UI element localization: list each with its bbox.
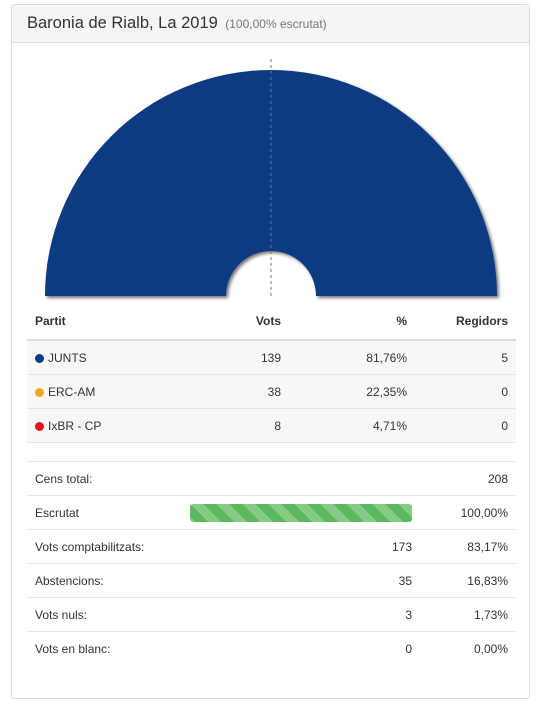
party-percent: 22,35% <box>289 374 415 409</box>
party-color-dot <box>35 421 44 431</box>
table-header-row: Partit Vots % Regidors <box>27 303 516 341</box>
table-row: IxBR - CP 8 4,71% 0 <box>27 408 516 443</box>
hemicycle-chart <box>45 59 497 296</box>
stat-percent: 100,00% <box>420 495 516 530</box>
col-party: Partit <box>27 303 193 341</box>
counted-progress-fill <box>190 503 412 522</box>
stat-value: 0 <box>174 631 420 665</box>
results-panel: Baronia de Rialb, La 2019 (100,00% escru… <box>11 4 530 699</box>
stat-percent: 83,17% <box>420 529 516 564</box>
party-seats: 0 <box>415 408 516 443</box>
party-percent: 4,71% <box>289 408 415 443</box>
stat-value: 35 <box>174 563 420 598</box>
party-color-dot <box>35 387 44 397</box>
page-subtitle: (100,00% escrutat) <box>225 17 327 31</box>
party-votes: 8 <box>193 408 289 443</box>
stat-percent: 1,73% <box>420 597 516 632</box>
party-name: ERC-AM <box>48 384 96 399</box>
counted-progress-bar <box>190 503 412 522</box>
col-seats: Regidors <box>415 303 516 341</box>
party-seats: 5 <box>415 340 516 375</box>
stat-label: Vots comptabilitzats: <box>27 529 174 564</box>
stat-label: Escrutat <box>27 495 174 530</box>
stats-row-counted: Escrutat 100,00% <box>27 495 516 530</box>
party-color-dot <box>35 353 44 363</box>
table-row: ERC-AM 38 22,35% 0 <box>27 374 516 409</box>
stat-label: Abstencions: <box>27 563 174 598</box>
stats-row-census: Cens total: 208 <box>27 461 516 496</box>
stat-label: Cens total: <box>27 461 174 496</box>
stat-value: 173 <box>174 529 420 564</box>
party-name: IxBR - CP <box>48 418 102 433</box>
table-row: JUNTS 139 81,76% 5 <box>27 340 516 375</box>
stat-percent: 0,00% <box>420 631 516 665</box>
turnout-table: Cens total: 208 Escrutat 100,00% Vots co… <box>27 461 516 665</box>
col-votes: Vots <box>193 303 289 341</box>
party-results-table: Partit Vots % Regidors JUNTS 139 81,76% … <box>27 303 516 443</box>
stat-label: Vots nuls: <box>27 597 174 632</box>
stat-label: Vots en blanc: <box>27 631 174 665</box>
stat-value: 208 <box>420 461 516 496</box>
stats-row: Vots comptabilitzats: 173 83,17% <box>27 529 516 564</box>
hemicycle-slice-junts[interactable] <box>45 70 497 296</box>
stats-row: Abstencions: 35 16,83% <box>27 563 516 598</box>
stat-value: 3 <box>174 597 420 632</box>
col-percent: % <box>289 303 415 341</box>
page-title: Baronia de Rialb, La 2019 <box>27 14 218 32</box>
stats-row: Vots en blanc: 0 0,00% <box>27 631 516 665</box>
party-votes: 139 <box>193 340 289 375</box>
party-votes: 38 <box>193 374 289 409</box>
party-percent: 81,76% <box>289 340 415 375</box>
party-seats: 0 <box>415 374 516 409</box>
party-name: JUNTS <box>48 350 87 365</box>
stats-row: Vots nuls: 3 1,73% <box>27 597 516 632</box>
panel-header: Baronia de Rialb, La 2019 (100,00% escru… <box>12 5 529 43</box>
stat-percent: 16,83% <box>420 563 516 598</box>
